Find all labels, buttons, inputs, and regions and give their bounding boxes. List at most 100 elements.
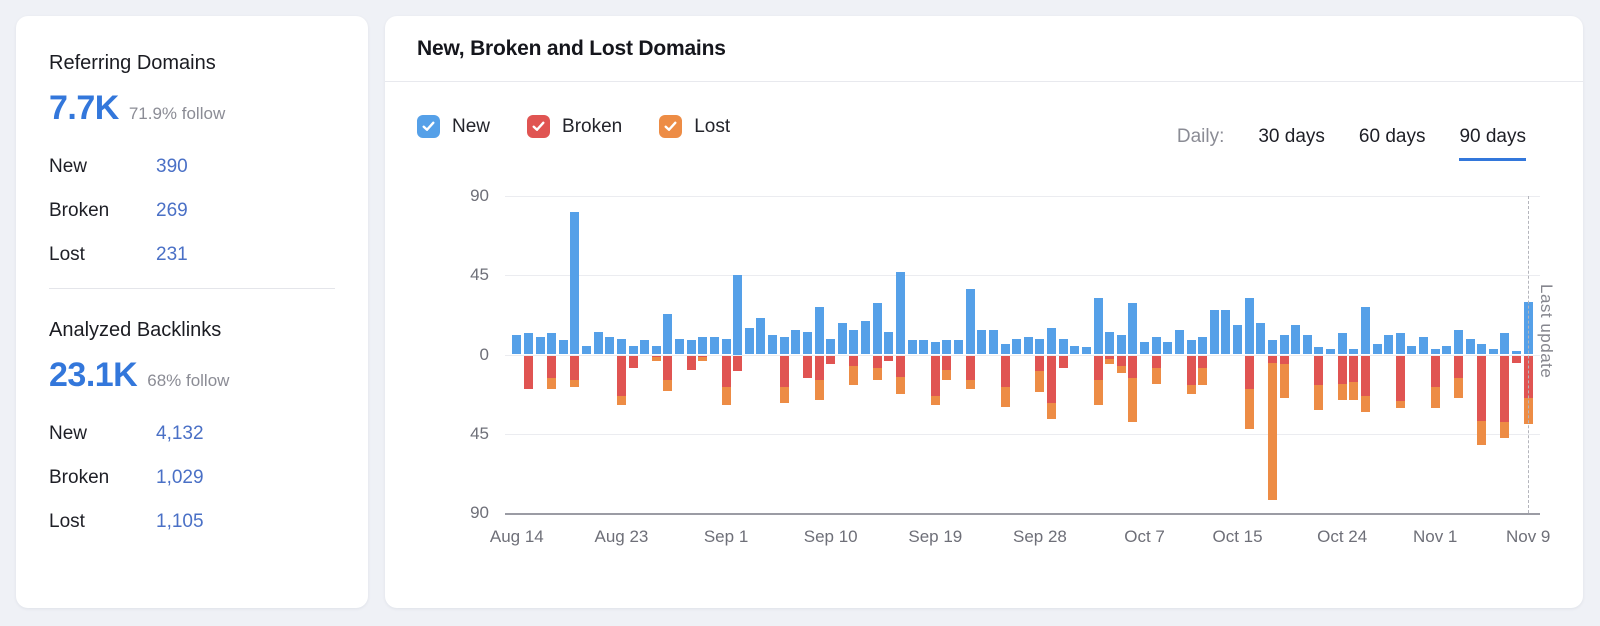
last-update-label: Last update — [1537, 284, 1557, 379]
bar-segment-new — [930, 342, 940, 355]
bar-segment-new — [988, 329, 998, 355]
stat-label-lost: Lost — [49, 244, 85, 265]
stat-value-broken-backlinks[interactable]: 1,029 — [156, 467, 204, 488]
checkbox-broken[interactable] — [527, 115, 551, 138]
last-update-marker-line — [1528, 196, 1530, 513]
bar-segment-lost — [547, 378, 557, 389]
bar-segment-new — [675, 338, 685, 355]
checkbox-lost[interactable] — [659, 115, 683, 138]
bar-segment-lost — [616, 396, 626, 405]
referring-domains-section: Referring Domains 7.7K 71.9% follow New … — [49, 52, 335, 266]
checkmark-icon — [422, 121, 435, 131]
y-axis-tick-label: 90 — [470, 503, 489, 522]
legend-item-broken[interactable]: Broken — [527, 115, 622, 138]
stat-value-new-domains[interactable]: 390 — [156, 156, 188, 177]
bar-segment-new — [826, 338, 836, 355]
bar-segment-lost — [872, 367, 882, 381]
x-axis-tick-label: Oct 7 — [1124, 527, 1165, 546]
bar-segment-broken — [1500, 355, 1510, 423]
bar-segment-broken — [1047, 355, 1057, 404]
bar-segment-new — [954, 340, 964, 355]
bar-segment-new — [616, 338, 626, 355]
period-option-60-days[interactable]: 60 days — [1358, 126, 1426, 147]
stat-label-broken: Broken — [49, 467, 110, 488]
bar-segment-broken — [1244, 355, 1254, 389]
stat-value-lost-backlinks[interactable]: 1,105 — [156, 511, 204, 532]
stat-value-lost-domains[interactable]: 231 — [156, 244, 188, 265]
bar-segment-new — [651, 345, 661, 355]
bar-segment-new — [837, 322, 847, 355]
bar-segment-lost — [1198, 367, 1208, 386]
period-option-90-days[interactable]: 90 days — [1459, 126, 1526, 161]
bar-segment-new — [1360, 306, 1370, 355]
bar-segment-broken — [1093, 355, 1103, 381]
bar-segment-new — [1279, 335, 1289, 355]
bar-segment-new — [582, 345, 592, 355]
bar-segment-new — [768, 335, 778, 355]
bar-segment-new — [558, 340, 568, 355]
bar-segment-lost — [965, 380, 975, 389]
stat-value-new-backlinks[interactable]: 4,132 — [156, 423, 204, 444]
stat-row-new: New 390 — [49, 156, 335, 178]
bar-segment-lost — [895, 376, 905, 395]
bar-segment-lost — [942, 369, 952, 381]
bar-segment-new — [1209, 310, 1219, 355]
bar-segment-new — [1047, 328, 1057, 355]
bar-segment-new — [1291, 324, 1301, 355]
bar-segment-new — [1337, 333, 1347, 355]
bar-segment-new — [1477, 343, 1487, 355]
bar-segment-new — [570, 211, 580, 355]
bar-segment-new — [849, 329, 859, 355]
bar-segment-new — [907, 340, 917, 355]
x-axis-tick-label: Sep 10 — [803, 527, 858, 546]
bar-segment-new — [1302, 335, 1312, 355]
bar-segment-broken — [721, 355, 731, 388]
y-axis-tick-label: 90 — [470, 186, 489, 205]
bar-segment-lost — [1395, 401, 1405, 409]
bar-segment-broken — [663, 355, 673, 381]
bar-segment-broken — [1430, 355, 1440, 388]
stat-label-lost: Lost — [49, 511, 85, 532]
bar-segment-new — [733, 275, 743, 355]
stat-row-lost: Lost 1,105 — [49, 511, 335, 533]
stat-row-broken: Broken 1,029 — [49, 467, 335, 489]
bar-segment-new — [512, 335, 522, 355]
bar-segment-new — [1407, 345, 1417, 355]
stat-value-broken-domains[interactable]: 269 — [156, 200, 188, 221]
bar-segment-new — [628, 345, 638, 355]
bar-segment-new — [1349, 349, 1359, 355]
bar-segment-lost — [1477, 420, 1487, 446]
bar-segment-lost — [1128, 378, 1138, 423]
period-option-30-days[interactable]: 30 days — [1258, 126, 1325, 147]
bar-segment-broken — [814, 355, 824, 381]
bar-segment-lost — [1360, 396, 1370, 412]
bar-segment-new — [1372, 343, 1382, 355]
bar-segment-lost — [698, 357, 708, 361]
bar-segment-new — [1163, 342, 1173, 355]
bar-segment-new — [1453, 329, 1463, 355]
bar-segment-new — [1151, 336, 1161, 355]
bar-segment-lost — [1035, 371, 1045, 393]
bar-segment-lost — [1047, 403, 1057, 419]
x-axis-tick-label: Sep 1 — [703, 527, 749, 546]
bar-segment-lost — [1314, 385, 1324, 411]
bar-segment-lost — [849, 366, 859, 386]
bar-segment-new — [605, 336, 615, 355]
bar-segment-lost — [1430, 387, 1440, 409]
bar-segment-new — [1198, 336, 1208, 355]
bar-segment-lost — [1279, 364, 1289, 398]
legend-item-new[interactable]: New — [417, 115, 490, 138]
bar-segment-broken — [733, 355, 743, 372]
bar-segment-new — [1442, 345, 1452, 355]
bar-segment-broken — [616, 355, 626, 396]
bar-segment-broken — [1314, 355, 1324, 386]
bar-segment-new — [1070, 345, 1080, 355]
bar-segment-broken — [1128, 355, 1138, 379]
legend-item-lost[interactable]: Lost — [659, 115, 730, 138]
bar-segment-new — [942, 340, 952, 355]
bar-segment-new — [1244, 298, 1254, 355]
bar-segment-new — [1465, 338, 1475, 355]
stat-label-broken: Broken — [49, 200, 110, 221]
stat-row-broken: Broken 269 — [49, 200, 335, 222]
checkbox-new[interactable] — [417, 115, 440, 138]
